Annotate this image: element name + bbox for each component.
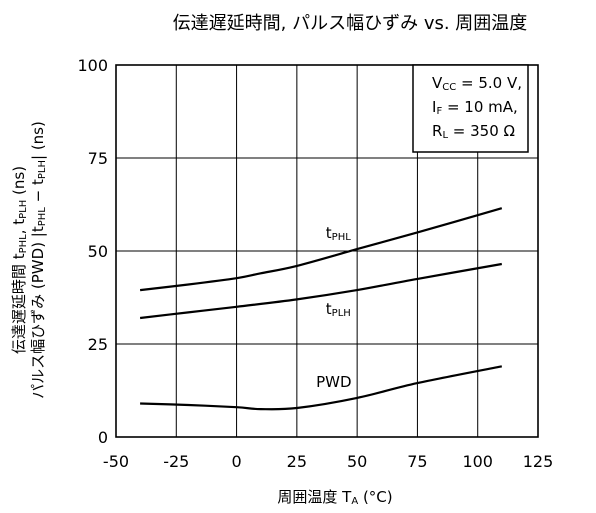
x-tick-label: 50 [347,452,367,471]
y-tick-label: 75 [88,149,108,168]
y-tick-label: 0 [98,428,108,447]
condition-line: IF = 10 mA, [432,98,518,117]
x-tick-label: 100 [462,452,493,471]
y-axis-ticks: 0 25 50 75 100 [77,56,108,447]
y-tick-label: 50 [88,242,108,261]
x-tick-label: 25 [287,452,307,471]
series-line-tphl [139,207,503,292]
x-tick-label: 125 [523,452,554,471]
x-tick-label: -50 [103,452,129,471]
series-line-pwd [140,365,503,411]
conditions-text: VCC = 5.0 V, IF = 10 mA, RL = 350 Ω [432,74,522,141]
series-lines [139,207,503,411]
conditions-box [412,64,529,153]
x-axis-label: 周囲温度 TA (°C) [277,488,392,507]
x-tick-label: -25 [163,452,189,471]
series-labels: tPHL tPLH PWD [316,224,351,391]
x-tick-label: 75 [407,452,427,471]
series-label-tplh: tPLH [326,300,351,319]
condition-line: VCC = 5.0 V, [432,74,522,93]
condition-line: RL = 350 Ω [432,122,515,141]
y-tick-label: 25 [88,335,108,354]
series-label-tphl: tPHL [326,224,351,243]
series-label-pwd: PWD [316,373,351,391]
plot-frame [115,64,539,438]
x-tick-label: 0 [231,452,241,471]
series-line-tplh [139,262,502,320]
y-tick-label: 100 [77,56,108,75]
y-axis-label-line2: パルス幅ひずみ (PWD) |tPHL − tPLH| (ns) [29,121,48,399]
chart-title: 伝達遅延時間, パルス幅ひずみ vs. 周囲温度 [173,13,528,34]
x-axis-ticks: -50 -25 0 25 50 75 100 125 [103,452,553,471]
y-axis-label-line1: 伝達遅延時間 tPHL, tPLH (ns) [10,166,29,354]
y-axis-label: 伝達遅延時間 tPHL, tPLH (ns) パルス幅ひずみ (PWD) |tP… [10,121,48,399]
